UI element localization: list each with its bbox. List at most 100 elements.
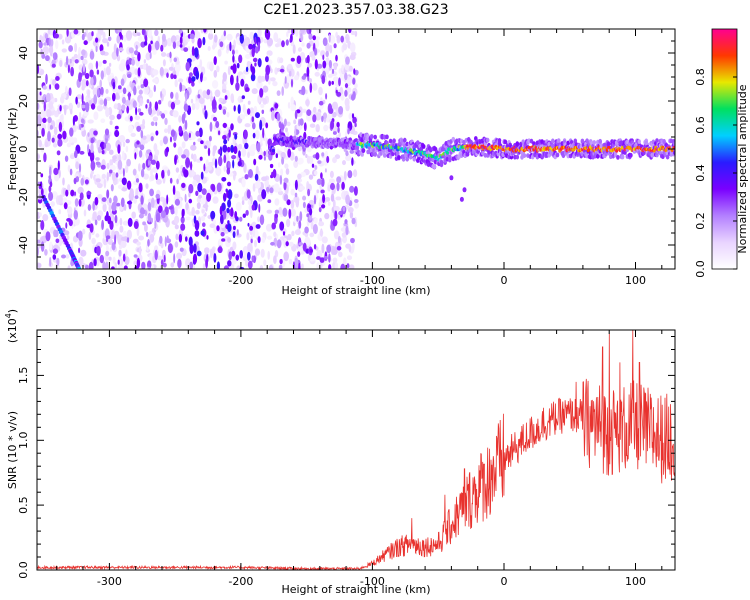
spectrogram-cell bbox=[199, 59, 203, 68]
spectrogram-cell bbox=[208, 135, 212, 142]
spectrogram-cell bbox=[199, 156, 203, 161]
spectrogram-cell bbox=[183, 131, 189, 142]
spectrogram-cell bbox=[163, 254, 166, 263]
spectrogram-cell bbox=[99, 44, 104, 52]
spectrogram-cell bbox=[48, 185, 52, 193]
spectrogram-cell bbox=[147, 239, 150, 247]
spectrogram-cell bbox=[83, 209, 87, 217]
spectrogram-cell bbox=[288, 258, 293, 265]
colorbar-frame bbox=[711, 28, 738, 270]
spectrogram-cell bbox=[195, 190, 199, 196]
spectrogram-cell bbox=[135, 188, 139, 198]
spectrogram-cell bbox=[336, 34, 341, 44]
spectrogram-cell bbox=[58, 209, 62, 215]
spectrogram-cell bbox=[143, 59, 147, 64]
spectrogram-cell bbox=[260, 104, 265, 108]
spectrogram-cell bbox=[239, 250, 243, 259]
spectrogram-cell bbox=[128, 124, 134, 134]
spectrogram-cell bbox=[157, 205, 163, 213]
spectrogram-cell bbox=[283, 194, 289, 202]
spectrogram-cell bbox=[224, 95, 228, 100]
spectrogram-cell bbox=[227, 189, 233, 200]
spectrogram-cell bbox=[312, 35, 317, 41]
spectrogram-cell bbox=[261, 237, 266, 243]
spectrogram-cell bbox=[321, 236, 328, 244]
spectrogram-cell bbox=[192, 253, 198, 265]
spectrogram-cell bbox=[245, 209, 249, 216]
spectrogram-cell bbox=[222, 109, 227, 115]
spectrogram-cell bbox=[116, 231, 119, 239]
spectrogram-cell bbox=[309, 123, 316, 128]
spectrogram-cell bbox=[306, 146, 312, 153]
y-tick-label: 40 bbox=[17, 46, 30, 60]
spectrogram-cell bbox=[227, 199, 232, 208]
spectrogram-cell bbox=[497, 138, 502, 143]
spectrogram-cell bbox=[348, 65, 353, 72]
spectrogram-cell bbox=[89, 223, 94, 233]
spectrogram-cell bbox=[154, 249, 158, 261]
spectrogram-cell bbox=[51, 63, 56, 68]
spectrogram-cell bbox=[284, 76, 287, 84]
spectrogram-cell bbox=[335, 54, 338, 62]
spectrogram-cell bbox=[206, 89, 211, 96]
spectrogram-cell bbox=[381, 148, 386, 154]
spectrogram-cell bbox=[102, 261, 106, 269]
spectrogram-cell bbox=[317, 160, 322, 165]
spectrogram-cell bbox=[151, 166, 158, 173]
spectrogram-cell bbox=[405, 156, 410, 162]
spectrogram-cell bbox=[87, 89, 90, 99]
spectrogram-cell bbox=[89, 50, 95, 60]
spectrogram-cell bbox=[204, 105, 206, 111]
spectrogram-cell bbox=[305, 154, 308, 158]
spectrogram-cell bbox=[352, 77, 356, 85]
spectrogram-cell bbox=[52, 143, 58, 148]
spectrogram-cell bbox=[354, 122, 357, 128]
spectrogram-cell bbox=[267, 235, 273, 240]
spectrogram-cell bbox=[336, 182, 340, 192]
spectrogram-cell bbox=[271, 222, 277, 230]
spectrogram-cell bbox=[40, 188, 44, 196]
x-tick-label: 0 bbox=[501, 274, 508, 287]
spectrogram-cell bbox=[322, 54, 325, 61]
spectrogram-cell bbox=[101, 197, 107, 203]
spectrogram-cell bbox=[109, 149, 114, 155]
spectrogram-cell bbox=[272, 81, 278, 87]
spectrogram-cell bbox=[154, 29, 159, 36]
spectrogram-cell bbox=[118, 47, 124, 52]
spectrogram-cell bbox=[105, 66, 111, 76]
spectrogram-cell bbox=[172, 185, 176, 196]
spectrogram-cell bbox=[309, 207, 313, 216]
spectrogram-cell bbox=[180, 223, 186, 231]
spectrogram-cell bbox=[113, 104, 118, 110]
spectrogram-cell bbox=[230, 144, 235, 153]
spectrogram-cell bbox=[236, 75, 239, 84]
spectrogram-cell bbox=[91, 31, 94, 37]
spectrogram-cell bbox=[344, 131, 348, 138]
spectrogram-cell bbox=[222, 122, 227, 129]
spectrogram-cell bbox=[125, 164, 129, 174]
spectrogram-cell bbox=[211, 80, 219, 89]
y-tick-label: -40 bbox=[17, 236, 30, 254]
spectrogram-cell bbox=[117, 265, 124, 269]
spectrogram-cell bbox=[116, 102, 122, 111]
spectrogram-cell bbox=[268, 264, 274, 269]
spectrogram-cell bbox=[57, 160, 60, 171]
spectrogram-cell bbox=[143, 41, 148, 46]
spectrogram-cell bbox=[178, 29, 183, 34]
spectrogram-cell bbox=[175, 233, 179, 241]
spectrogram-cell bbox=[320, 172, 323, 180]
spectrogram-cell bbox=[451, 136, 456, 142]
spectrogram-cell bbox=[281, 156, 285, 165]
spectrogram-cell bbox=[65, 55, 69, 66]
spectrogram-cell bbox=[286, 121, 291, 127]
spectrogram-cell bbox=[212, 116, 218, 122]
spectrogram-cell bbox=[306, 113, 312, 122]
spectrogram-cell bbox=[96, 69, 100, 75]
spectrogram-cell bbox=[223, 265, 229, 269]
spectrogram-cell bbox=[235, 82, 240, 91]
spectrogram-cell bbox=[136, 226, 140, 237]
spectrogram-cell bbox=[154, 40, 160, 51]
spectrogram-cell bbox=[37, 246, 40, 257]
spectrogram-cell bbox=[111, 51, 118, 60]
spectrogram-cell bbox=[321, 204, 326, 209]
